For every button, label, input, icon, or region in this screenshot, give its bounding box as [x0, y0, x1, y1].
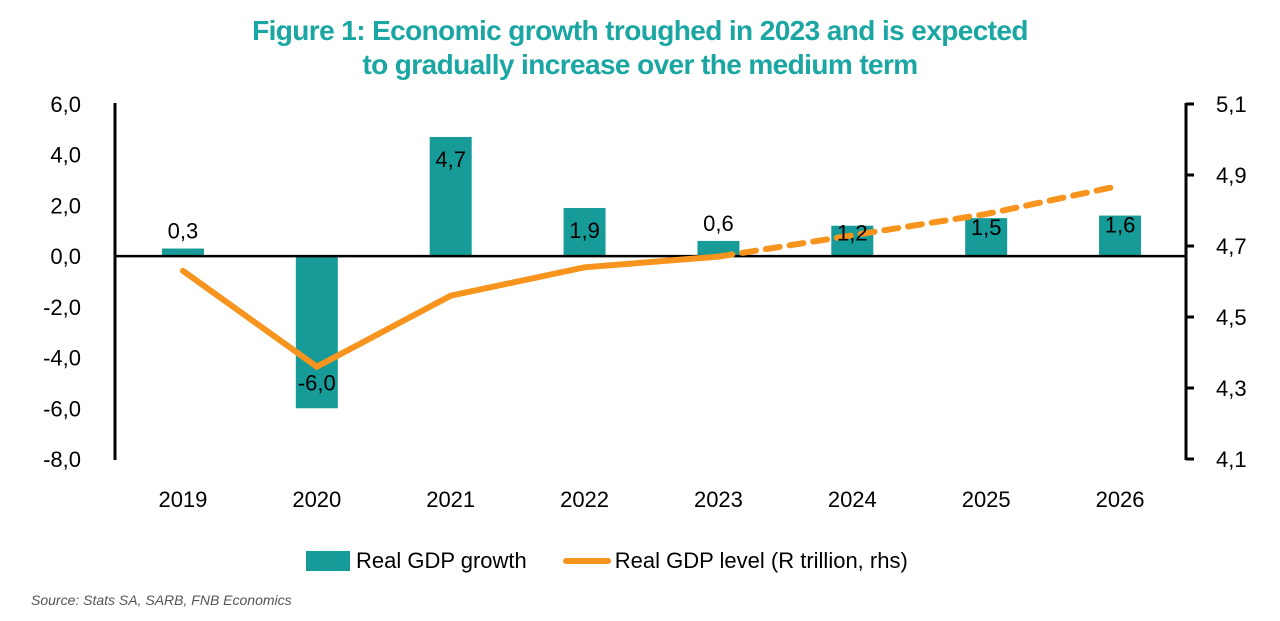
legend-item-growth: Real GDP growth — [306, 548, 527, 574]
x-tick-label-2022: 2022 — [560, 487, 609, 512]
x-tick-label-2025: 2025 — [962, 487, 1011, 512]
legend-level-label: Real GDP level (R trillion, rhs) — [614, 548, 908, 573]
x-axis-labels: 2019 2020 2021 2022 2023 2024 2025 2026 — [158, 487, 1144, 512]
left-tick-label: -4,0 — [43, 346, 81, 371]
bar-label-2023: 0,6 — [703, 211, 734, 236]
legend-item-level: Real GDP level (R trillion, rhs) — [527, 548, 908, 574]
bar-label-2020: -6,0 — [298, 370, 336, 395]
x-tick-label-2019: 2019 — [158, 487, 207, 512]
bar-label-2021: 4,7 — [435, 147, 466, 172]
line-forecast — [715, 182, 1124, 260]
right-tick-label: 4,9 — [1216, 163, 1247, 188]
line-series — [179, 182, 1124, 371]
right-tick-label: 4,3 — [1216, 376, 1247, 401]
left-tick-label: 4,0 — [50, 143, 81, 168]
chart-title-line-2: to gradually increase over the medium te… — [362, 49, 918, 80]
chart-title: Figure 1: Economic growth troughed in 20… — [0, 14, 1280, 82]
x-tick-label-2026: 2026 — [1096, 487, 1145, 512]
source-note: Source: Stats SA, SARB, FNB Economics — [31, 592, 292, 608]
bar-2026 — [1099, 215, 1142, 257]
bar-label-2026: 1,6 — [1105, 213, 1136, 238]
bar-2020 — [295, 256, 338, 409]
right-y-axis: 5,1 4,9 4,7 4,5 4,3 4,1 — [1184, 92, 1247, 472]
legend-line-swatch — [562, 558, 611, 564]
right-tick-label: 4,1 — [1216, 447, 1247, 472]
left-tick-label: -2,0 — [43, 295, 81, 320]
x-tick-label-2020: 2020 — [292, 487, 341, 512]
right-tick-label: 5,1 — [1216, 92, 1247, 117]
bar-2019 — [161, 248, 204, 257]
x-tick-label-2024: 2024 — [828, 487, 877, 512]
right-tick-label: 4,5 — [1216, 305, 1247, 330]
bar-2022 — [563, 207, 606, 257]
left-tick-label: 0,0 — [50, 244, 81, 269]
legend-growth-label: Real GDP growth — [356, 548, 527, 573]
bar-data-labels: 0,3 -6,0 4,7 1,9 0,6 1,2 1,5 1,6 — [168, 147, 1136, 395]
legend: Real GDP growth Real GDP level (R trilli… — [306, 544, 908, 578]
left-tick-label: -6,0 — [43, 396, 81, 421]
left-tick-label: 6,0 — [50, 92, 81, 117]
left-y-axis: 6,0 4,0 2,0 0,0 -2,0 -4,0 -6,0 -8,0 — [43, 92, 117, 472]
left-tick-label: -8,0 — [43, 447, 81, 472]
bar-label-2025: 1,5 — [971, 215, 1002, 240]
left-tick-label: 2,0 — [50, 193, 81, 218]
bar-2025 — [965, 218, 1008, 257]
bar-series — [161, 136, 1142, 409]
x-tick-label-2021: 2021 — [426, 487, 475, 512]
bar-label-2019: 0,3 — [168, 219, 199, 244]
chart-title-line-1: Figure 1: Economic growth troughed in 20… — [252, 15, 1028, 46]
bar-label-2024: 1,2 — [837, 221, 868, 246]
bar-label-2022: 1,9 — [569, 218, 600, 243]
line-actual — [179, 253, 722, 371]
legend-bar-swatch — [306, 551, 350, 571]
x-tick-label-2023: 2023 — [694, 487, 743, 512]
right-tick-label: 4,7 — [1216, 234, 1247, 259]
bar-2021 — [429, 136, 472, 257]
